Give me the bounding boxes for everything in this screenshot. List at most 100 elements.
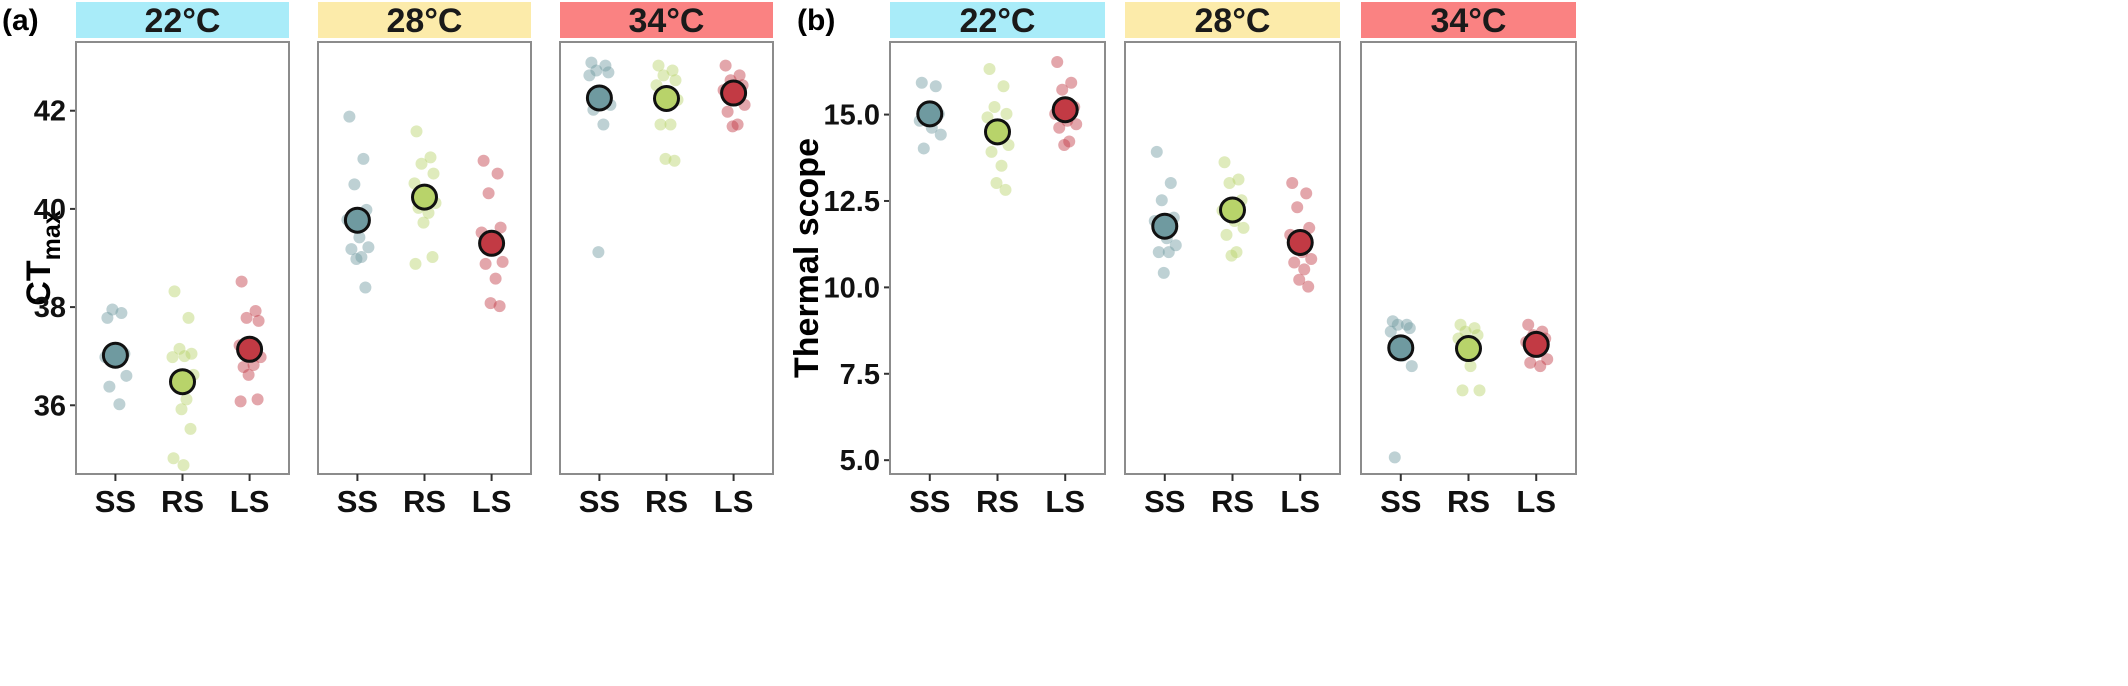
data-point-ss xyxy=(1405,360,1418,373)
mean-point-ss xyxy=(343,206,371,234)
data-point-rs xyxy=(180,393,193,406)
data-point-rs xyxy=(1225,249,1238,262)
mean-point-ls xyxy=(1286,228,1314,256)
data-point-ls xyxy=(491,167,504,180)
y-tick-label: 15.0 xyxy=(824,100,880,132)
data-point-ss xyxy=(1157,266,1170,279)
data-point-ls xyxy=(484,297,497,310)
x-category-label: RS xyxy=(1211,484,1254,519)
data-point-rs xyxy=(1454,318,1467,331)
data-point-rs xyxy=(1223,177,1236,190)
y-tick-label: 12.5 xyxy=(824,186,880,218)
mean-point-ls xyxy=(720,79,748,107)
data-point-rs xyxy=(184,422,197,435)
data-point-ls xyxy=(1286,177,1299,190)
data-point-ls xyxy=(1534,360,1547,373)
y-axis-title-main: Thermal scope xyxy=(788,138,826,378)
data-point-rs xyxy=(1468,322,1481,335)
data-point-rs xyxy=(415,157,428,170)
data-point-rs xyxy=(409,257,422,270)
data-point-ls xyxy=(1065,76,1078,89)
data-point-ls xyxy=(237,360,250,373)
data-point-rs xyxy=(1473,384,1486,397)
data-point-rs xyxy=(168,285,181,298)
data-point-ls xyxy=(1524,356,1537,369)
data-point-rs xyxy=(1218,156,1231,169)
data-point-ls xyxy=(1541,353,1554,366)
data-point-ls xyxy=(1070,118,1083,131)
data-point-rs xyxy=(668,154,681,167)
data-point-ss xyxy=(1400,318,1413,331)
data-point-rs xyxy=(1464,360,1477,373)
data-point-ss xyxy=(1162,246,1175,259)
x-category-label: LS xyxy=(714,484,754,519)
data-point-ss xyxy=(106,303,119,316)
x-category-label: LS xyxy=(472,484,512,519)
data-point-ls xyxy=(1063,135,1076,148)
data-point-ls xyxy=(494,221,507,234)
data-point-ls xyxy=(496,255,509,268)
data-point-ls xyxy=(493,300,506,313)
x-category-label: LS xyxy=(230,484,270,519)
data-point-ls xyxy=(242,368,255,381)
data-point-ss xyxy=(1164,177,1177,190)
y-tick-label: 42 xyxy=(34,96,66,128)
facet-strip xyxy=(890,2,1105,38)
data-point-ss xyxy=(355,251,368,264)
data-point-rs xyxy=(426,251,439,264)
data-point-ss xyxy=(597,118,610,131)
data-point-ls xyxy=(1051,56,1064,69)
x-category-label: RS xyxy=(645,484,688,519)
x-category-label: SS xyxy=(909,484,950,519)
data-point-ls xyxy=(719,59,732,72)
data-point-rs xyxy=(669,74,682,87)
data-point-ss xyxy=(348,178,361,191)
mean-point-ls xyxy=(1051,96,1079,124)
mean-point-ss xyxy=(101,341,129,369)
facet-strip xyxy=(318,2,531,38)
facet-strip xyxy=(1361,2,1576,38)
data-point-rs xyxy=(995,159,1008,172)
data-point-ls xyxy=(482,187,495,200)
x-category-label: SS xyxy=(337,484,378,519)
data-point-ls xyxy=(1522,318,1535,331)
data-point-ss xyxy=(602,66,615,79)
data-point-rs xyxy=(175,403,188,416)
y-tick-label: 5.0 xyxy=(840,445,880,477)
data-point-ls xyxy=(1300,187,1313,200)
data-point-rs xyxy=(654,118,667,131)
data-point-rs xyxy=(983,62,996,75)
data-point-ls xyxy=(1305,253,1318,266)
mean-point-rs xyxy=(1455,335,1482,363)
data-point-ss xyxy=(101,311,114,324)
y-axis-title-main: CT xyxy=(20,260,58,306)
x-category-label: SS xyxy=(579,484,620,519)
data-point-ss xyxy=(590,64,603,77)
facet-28c: 28°C SS RS LS xyxy=(1124,2,1341,519)
data-point-rs xyxy=(652,59,665,72)
data-point-ss xyxy=(917,142,930,155)
data-point-ss xyxy=(915,76,928,89)
data-point-ls xyxy=(252,314,265,327)
chart-b: (b) Thermal scope 5.0 7.5 10.0 12.5 15.0 22°C SS… xyxy=(788,2,1577,519)
data-point-ss xyxy=(120,369,133,382)
data-point-ss xyxy=(1384,325,1397,338)
data-point-rs xyxy=(997,80,1010,93)
y-axis-title: CTmax xyxy=(20,210,66,305)
x-category-label: LS xyxy=(1280,484,1320,519)
panel-label: (b) xyxy=(797,4,835,37)
data-point-ls xyxy=(1293,273,1306,286)
facet-34c: 34°C SS RS LS xyxy=(1360,2,1577,519)
data-point-rs xyxy=(410,125,423,138)
mean-point-ss xyxy=(585,84,613,112)
x-category-label: LS xyxy=(1516,484,1556,519)
panel-label: (a) xyxy=(2,4,39,37)
mean-point-ss xyxy=(916,100,944,128)
data-point-rs xyxy=(424,151,437,164)
data-point-ss xyxy=(359,281,372,294)
data-point-rs xyxy=(1220,228,1233,241)
y-axis-title: Thermal scope xyxy=(788,138,826,378)
data-point-rs xyxy=(999,183,1012,196)
data-point-ss xyxy=(1152,246,1165,259)
